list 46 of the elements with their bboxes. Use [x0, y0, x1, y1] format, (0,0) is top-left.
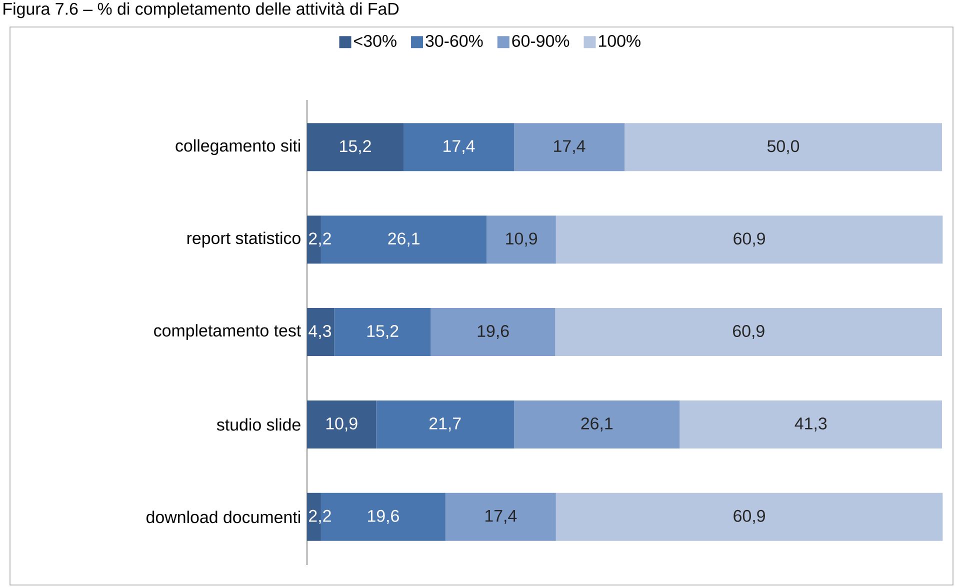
bar: [404, 123, 514, 172]
bar: [307, 123, 404, 172]
data-label: 41,3: [794, 417, 827, 432]
bar: [556, 216, 943, 264]
data-label: 60,9: [734, 232, 765, 247]
bar: [680, 400, 942, 448]
data-label: 19,6: [478, 325, 509, 340]
y-tick-label: completamento test: [154, 324, 301, 340]
data-label: 26,1: [388, 232, 420, 247]
data-label: 50,0: [767, 140, 800, 154]
legend-label: 30-60%: [426, 34, 483, 47]
data-label: 26,1: [581, 417, 613, 432]
y-tick-label: collegamento siti: [176, 139, 300, 156]
data-label: 17,4: [444, 140, 475, 154]
bar: [624, 123, 942, 172]
data-label: 21,7: [429, 417, 461, 432]
bar: [486, 216, 556, 264]
y-tick-label: studio slide: [216, 418, 300, 431]
data-label: 15,2: [367, 325, 398, 340]
data-label: 2,2: [309, 510, 331, 524]
legend-label: 100%: [599, 34, 640, 47]
data-label: 60,9: [734, 510, 765, 524]
data-label: 17,4: [554, 140, 586, 154]
bar: [514, 123, 625, 172]
bar: [307, 400, 376, 448]
data-label: 15,2: [340, 140, 371, 154]
bar: [445, 492, 556, 541]
y-tick-label: report statistico: [187, 232, 300, 248]
legend-label: <30%: [354, 34, 396, 47]
data-label: 60,9: [733, 325, 764, 340]
data-label: 4,3: [308, 325, 331, 340]
bar: [556, 492, 943, 541]
chart-title: Figura 7.6 – % di completamento delle attività di FaD: [4, 2, 399, 18]
y-tick-label: download documenti: [146, 510, 300, 524]
data-label: 17,4: [485, 510, 517, 524]
bar: [555, 308, 942, 356]
bar: [334, 308, 431, 356]
data-label: 10,9: [326, 417, 358, 432]
bar: [514, 400, 680, 448]
data-label: 10,9: [506, 232, 538, 247]
bar: [307, 308, 334, 356]
legend-label: 60-90%: [512, 34, 570, 47]
bar: [430, 308, 556, 356]
bar: [376, 400, 514, 448]
data-label: 2,2: [309, 232, 331, 247]
data-label: 19,6: [368, 510, 399, 524]
